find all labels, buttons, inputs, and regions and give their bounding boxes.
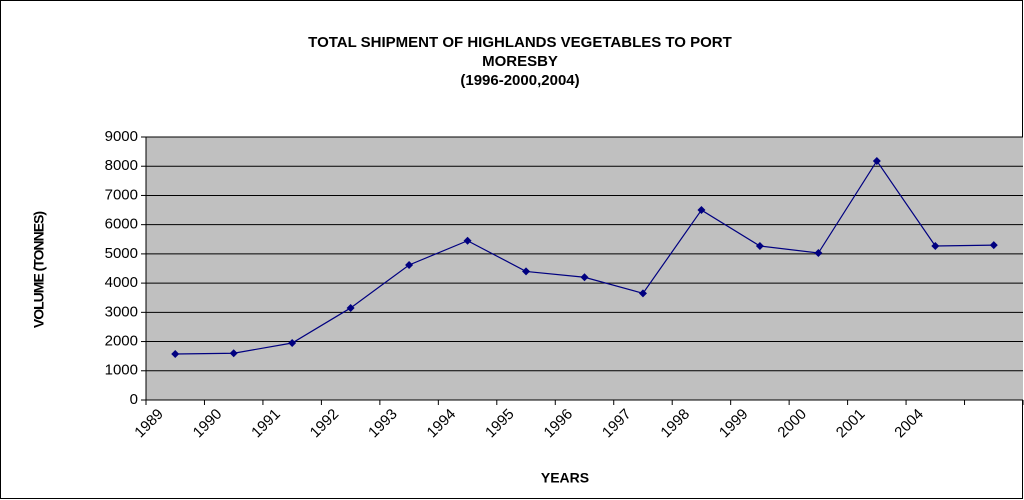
y-tick-label: 6000 bbox=[105, 216, 138, 233]
y-tick-label: 9000 bbox=[105, 128, 138, 145]
data-marker bbox=[697, 206, 706, 215]
y-tick-label: 8000 bbox=[105, 157, 138, 174]
data-marker bbox=[989, 241, 998, 250]
y-tick-label: 1000 bbox=[105, 362, 138, 379]
data-marker bbox=[229, 349, 238, 358]
y-tick-label: 2000 bbox=[105, 333, 138, 350]
y-tick-label: 3000 bbox=[105, 303, 138, 320]
data-marker bbox=[288, 339, 297, 348]
chart-title: MORESBY bbox=[482, 53, 558, 70]
y-tick-label: 5000 bbox=[105, 245, 138, 262]
data-marker bbox=[872, 156, 881, 165]
data-marker bbox=[171, 349, 180, 358]
plot-area bbox=[146, 137, 1023, 400]
x-axis-label: YEARS bbox=[541, 470, 589, 486]
data-marker bbox=[522, 267, 531, 276]
data-marker bbox=[346, 303, 355, 312]
y-tick-label: 0 bbox=[130, 391, 138, 408]
chart-title: TOTAL SHIPMENT OF HIGHLANDS VEGETABLES T… bbox=[308, 34, 732, 51]
data-marker bbox=[814, 249, 823, 258]
data-marker bbox=[931, 241, 940, 250]
data-marker bbox=[405, 260, 414, 269]
data-marker bbox=[463, 236, 472, 245]
y-tick-label: 7000 bbox=[105, 186, 138, 203]
data-marker bbox=[638, 289, 647, 298]
chart-title: (1996-2000,2004) bbox=[460, 72, 579, 89]
y-axis-label: VOLUME (TONNES) bbox=[31, 212, 47, 329]
y-tick-label: 4000 bbox=[105, 274, 138, 291]
data-marker bbox=[580, 273, 589, 282]
data-marker bbox=[755, 241, 764, 250]
